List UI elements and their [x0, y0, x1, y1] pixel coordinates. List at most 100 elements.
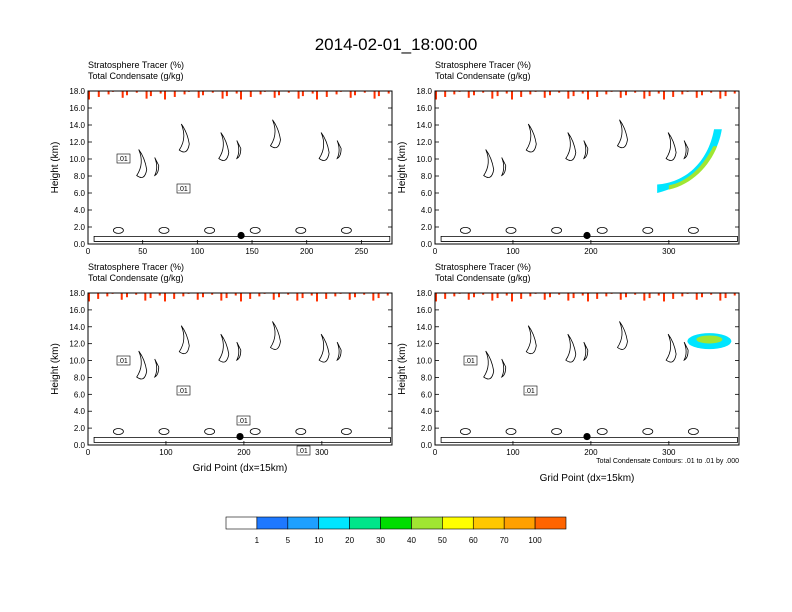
contour-line [178, 123, 190, 153]
tracer-streak [663, 91, 665, 100]
y-tick-label: 0.0 [74, 441, 86, 450]
tracer-filament-core [668, 146, 718, 190]
tracer-streak [719, 293, 722, 301]
contour-blob [688, 226, 699, 234]
tracer-streak [135, 293, 138, 295]
contour-note: Total Condensate Contours: .01 to .01 by… [596, 458, 739, 465]
contour-blob [505, 226, 517, 234]
tracer-streak [672, 91, 675, 97]
tracer-streak [587, 293, 589, 302]
tracer-streak [543, 91, 546, 98]
contour-blob [642, 428, 654, 435]
contour-line [136, 149, 148, 178]
contour-blob [249, 226, 261, 234]
tracer-streak [719, 91, 722, 99]
contour-label-box [236, 415, 251, 426]
panel-header-line2: Total Condensate (g/kg) [435, 273, 531, 283]
tracer-streak [567, 91, 570, 99]
colorbar-swatch [442, 516, 474, 530]
contour-surface [93, 437, 391, 443]
colorbar-swatch [256, 516, 289, 530]
x-tick-label: 300 [315, 448, 329, 457]
y-tick-label: 8.0 [74, 172, 86, 181]
contour-blob [596, 428, 608, 435]
y-tick-label: 6.0 [421, 390, 433, 399]
contour-blob [113, 226, 124, 234]
tracer-streak [634, 293, 637, 295]
colorbar: 1 5 10 20 30 40 50 60 70 100 [225, 516, 567, 545]
y-tick-label: 12.0 [69, 340, 85, 349]
y-tick-label: 6.0 [74, 189, 86, 198]
contour-blob [249, 428, 261, 435]
contour-blob [204, 428, 216, 435]
tracer-streak [701, 293, 703, 298]
contour-line [218, 333, 230, 363]
contour-line [565, 333, 577, 363]
colorbar-label: 40 [407, 536, 416, 545]
panel-header-line1: Stratosphere Tracer (%) [435, 60, 531, 70]
tracer-streak [377, 293, 380, 299]
y-tick-label: 10.0 [416, 357, 432, 366]
tracer-streak [197, 91, 200, 98]
contour-line [318, 132, 330, 161]
contour-line [683, 341, 689, 362]
y-tick-label: 10.0 [69, 155, 85, 164]
y-tick-label: 10.0 [416, 155, 432, 164]
cross-section-label: NW-SE [465, 302, 498, 313]
panel-2: Stratosphere Tracer (%)Total Condensate … [397, 60, 740, 256]
tracer-streak [491, 91, 494, 99]
tracer-streak [164, 293, 166, 302]
y-tick-label: 16.0 [69, 104, 85, 113]
y-tick-label: 2.0 [421, 424, 433, 433]
condensate-contours [93, 119, 391, 242]
contour-line [483, 149, 495, 178]
contour-line [483, 350, 495, 380]
tracer-streak [234, 293, 237, 296]
tracer-streak [273, 91, 276, 98]
tracer-streak [120, 293, 123, 300]
tracer-streak [496, 293, 499, 299]
tracer-streak [316, 293, 318, 302]
tracer-streak [145, 91, 148, 99]
colorbar-swatch [287, 516, 320, 530]
tracer-streak [88, 293, 90, 302]
tracer-streak [225, 293, 228, 299]
plot-area [88, 91, 392, 244]
contour-line [665, 333, 677, 363]
y-tick-label: 6.0 [74, 390, 86, 399]
x-tick-label: 100 [506, 448, 520, 457]
contour-blob [551, 428, 562, 435]
tracer-streak [520, 91, 523, 97]
tracer-streak [287, 91, 290, 93]
tracer-streak [278, 91, 280, 96]
y-tick-label: 4.0 [421, 407, 433, 416]
y-tick-label: 4.0 [74, 206, 86, 215]
tracer-streak [97, 293, 100, 299]
colorbar-label: 10 [314, 536, 323, 545]
tracer-streak [505, 293, 508, 296]
tracer-streak [373, 91, 376, 99]
cross-section-label: West-East [118, 302, 164, 313]
tracer-streak [520, 293, 523, 299]
x-tick-label: 50 [138, 247, 147, 256]
plot-frame [87, 90, 393, 245]
contour-line [318, 333, 330, 363]
colorbar-swatch [225, 516, 258, 530]
contour-blob [204, 226, 216, 234]
cross-section-label: South-North [118, 100, 172, 111]
y-tick-label: 8.0 [421, 373, 433, 382]
tracer-streak [211, 91, 214, 93]
y-tick-label: 14.0 [69, 121, 85, 130]
tracer-streak [202, 293, 204, 298]
tracer-streak [549, 293, 551, 298]
tracer-streak [710, 91, 713, 93]
panel-3: Stratosphere Tracer (%)Total Condensate … [50, 262, 393, 474]
tracer-streak [672, 293, 675, 299]
y-tick-label: 12.0 [69, 138, 85, 147]
tracer-streak [663, 293, 665, 302]
colorbar-label: 70 [500, 536, 509, 545]
tracer-streak [587, 91, 589, 100]
tracer-streak [235, 91, 238, 94]
tracer-streak [158, 293, 161, 296]
tracer-streak [221, 91, 224, 99]
